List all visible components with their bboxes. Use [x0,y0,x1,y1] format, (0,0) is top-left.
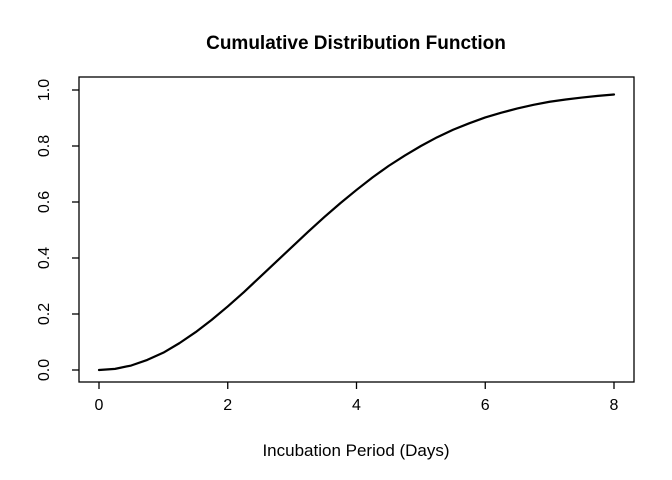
y-tick-label: 1.0 [36,79,53,101]
chart-title: Cumulative Distribution Function [206,33,506,54]
x-tick-label: 0 [95,397,104,414]
y-tick-label: 0.6 [36,191,53,213]
cdf-curve [97,93,616,372]
x-tick-label: 4 [352,397,361,414]
x-axis-label: Incubation Period (Days) [262,441,449,460]
y-tick-label: 0.8 [36,135,53,157]
x-tick-label: 8 [610,397,619,414]
y-tick-label: 0.4 [36,247,53,269]
x-tick-label: 6 [481,397,490,414]
x-axis-ticks: 0 2 4 6 8 [95,382,619,414]
x-tick-label: 2 [223,397,232,414]
y-tick-label: 0.0 [36,359,53,381]
y-tick-label: 0.2 [36,303,53,325]
plot-box [78,76,635,383]
y-axis-ticks: 0.0 0.2 0.4 0.6 0.8 1.0 [36,79,79,381]
